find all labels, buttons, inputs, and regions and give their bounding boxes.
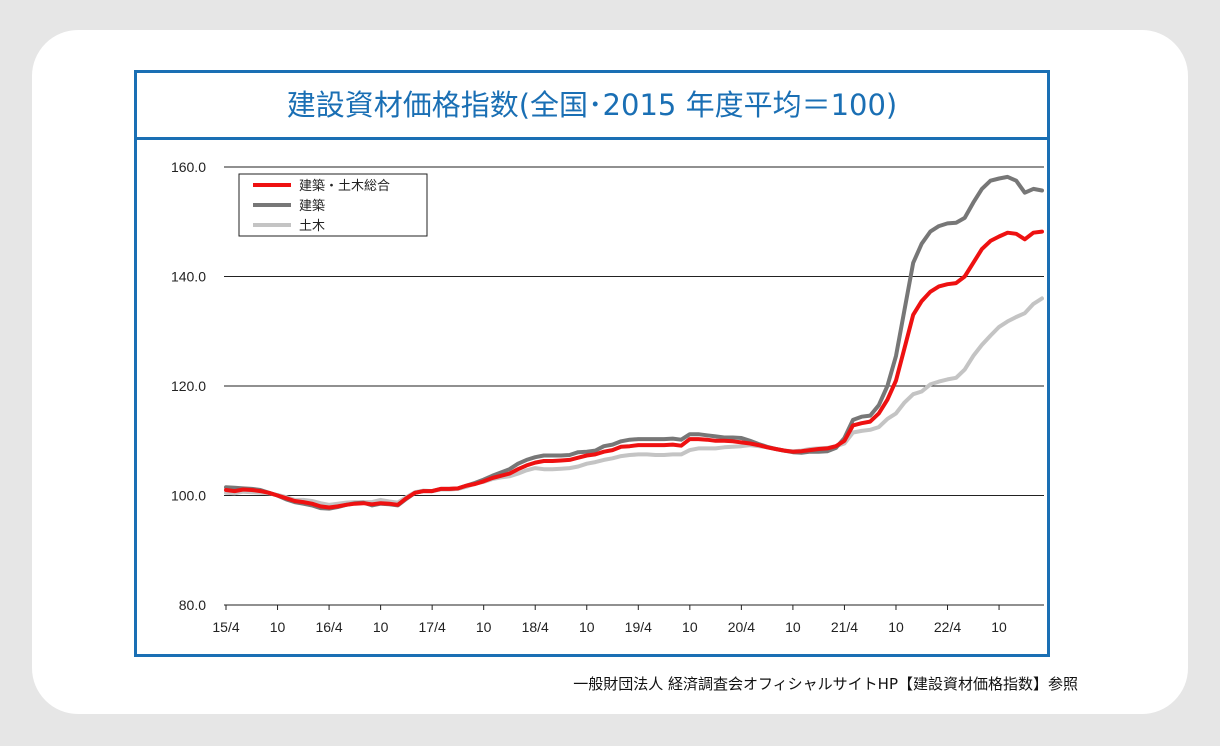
y-tick-label: 80.0	[179, 597, 206, 613]
x-tick-label: 19/4	[625, 619, 652, 635]
source-note: 一般財団法人 経済調査会オフィシャルサイトHP【建設資材価格指数】参照	[573, 675, 1078, 693]
x-tick-label: 10	[991, 619, 1007, 635]
x-tick-label: 17/4	[419, 619, 446, 635]
x-tick-label: 22/4	[934, 619, 961, 635]
x-tick-label: 15/4	[212, 619, 239, 635]
series-line-1	[224, 229, 1044, 510]
x-tick-label: 21/4	[831, 619, 858, 635]
chart-title: 建設資材価格指数(全国･2015 年度平均＝100)	[137, 73, 1047, 140]
chart-frame: 建設資材価格指数(全国･2015 年度平均＝100)	[134, 70, 1050, 657]
legend-label: 建築	[299, 199, 325, 214]
x-tick-label: 10	[579, 619, 595, 635]
x-tick-label: 18/4	[522, 619, 549, 635]
y-tick-label: 120.0	[171, 378, 206, 394]
x-tick-label: 10	[270, 619, 286, 635]
y-tick-label: 160.0	[171, 159, 206, 175]
y-tick-label: 100.0	[171, 488, 206, 504]
line-chart: 80.0 100.0 120.0 140.0 160.0 15/4 10 16/4 10 17/4…	[171, 159, 1044, 635]
x-tick-label: 10	[785, 619, 801, 635]
legend-label: 土木	[299, 219, 325, 234]
x-tick-label: 16/4	[315, 619, 342, 635]
x-tick-label: 20/4	[728, 619, 755, 635]
x-tick-label: 10	[476, 619, 492, 635]
x-tick-label: 10	[888, 619, 904, 635]
legend-label: 建築・土木総合	[299, 179, 390, 194]
series-line-3	[224, 296, 1044, 507]
x-tick-label: 10	[682, 619, 698, 635]
x-tick-label: 10	[373, 619, 389, 635]
y-tick-label: 140.0	[171, 269, 206, 285]
